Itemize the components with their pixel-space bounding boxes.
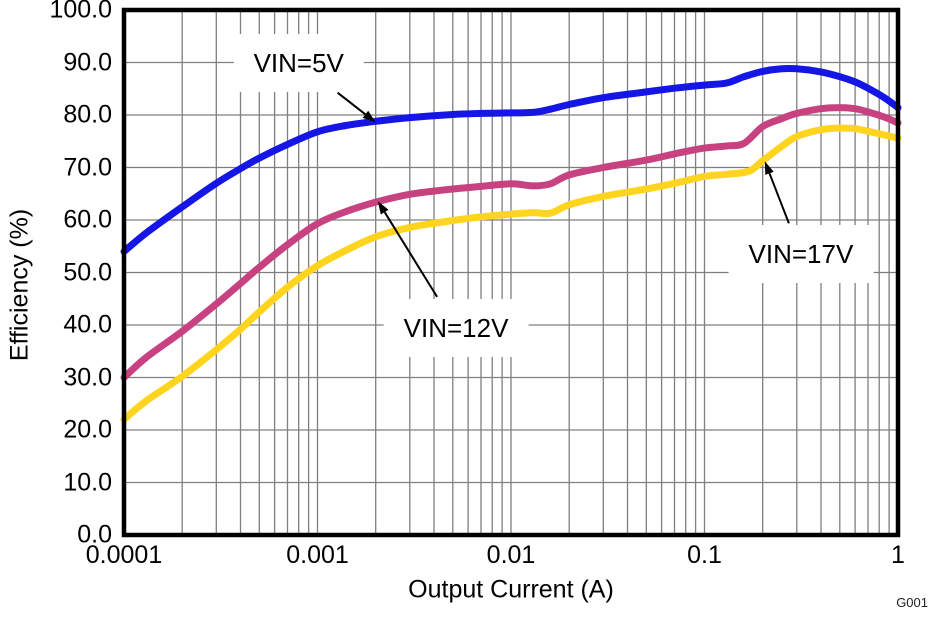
- y-tick-label: 70.0: [63, 153, 112, 181]
- annotation-arrow-head: [377, 201, 389, 215]
- x-tick-label: 0.001: [286, 541, 349, 569]
- x-tick-label: 0.1: [687, 541, 722, 569]
- y-tick-label: 40.0: [63, 310, 112, 339]
- y-tick-label: 80.0: [63, 100, 112, 129]
- annotation-label: VIN=17V: [728, 225, 874, 284]
- annotation-arrow-head: [764, 161, 774, 175]
- annotation-arrow-line: [336, 91, 367, 116]
- y-axis-title: Efficiency (%): [5, 208, 34, 362]
- y-tick-label: 10.0: [63, 468, 112, 496]
- annotation-arrow-head: [362, 110, 376, 123]
- y-tick-label: 20.0: [63, 415, 112, 444]
- figure-code: G001: [896, 595, 928, 610]
- annotation-label: VIN=5V: [233, 33, 364, 92]
- y-tick-label: 60.0: [63, 205, 112, 234]
- annotation-arrow-line: [768, 172, 790, 224]
- y-tick-label: 90.0: [63, 48, 112, 76]
- x-axis-title: Output Current (A): [408, 575, 614, 604]
- curve-vin-12v: [120, 104, 902, 381]
- x-tick-label: 0.01: [486, 541, 536, 569]
- y-tick-label: 100.0: [49, 0, 112, 24]
- y-tick-label: 50.0: [63, 258, 112, 286]
- y-tick-label: 0.0: [77, 520, 112, 549]
- curve-vin-17v: [120, 124, 902, 423]
- annotation-label: VIN=12V: [383, 298, 529, 357]
- annotation-arrow-line: [383, 211, 438, 298]
- curve-vin-5v: [120, 64, 902, 255]
- y-tick-label: 30.0: [63, 363, 112, 391]
- plot-border: [121, 7, 901, 538]
- x-tick-label: 0.0001: [85, 541, 163, 569]
- x-tick-label: 1: [891, 541, 905, 569]
